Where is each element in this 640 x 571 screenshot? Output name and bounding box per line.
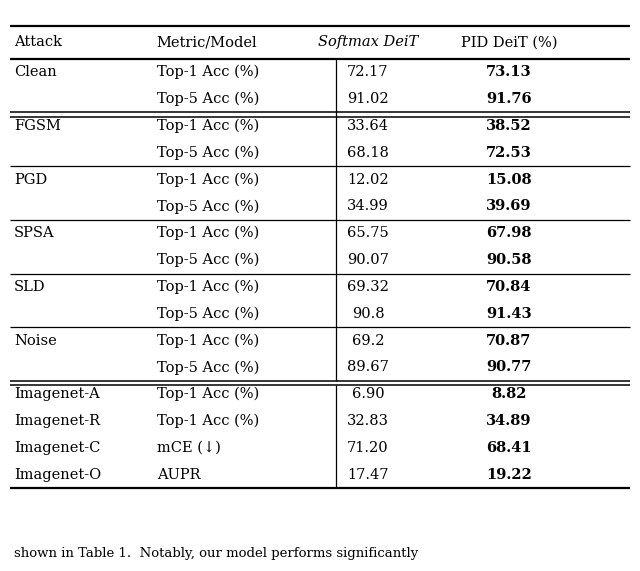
Text: 70.84: 70.84 [486, 280, 531, 294]
Text: 68.41: 68.41 [486, 441, 532, 455]
Text: Softmax DeiT: Softmax DeiT [318, 35, 418, 49]
Text: Metric/Model: Metric/Model [157, 35, 257, 49]
Text: 19.22: 19.22 [486, 468, 532, 482]
Text: Noise: Noise [14, 333, 57, 348]
Text: 91.02: 91.02 [347, 92, 389, 106]
Text: Imagenet-A: Imagenet-A [14, 387, 100, 401]
Text: Top-5 Acc (%): Top-5 Acc (%) [157, 307, 259, 321]
Text: 39.69: 39.69 [486, 199, 532, 214]
Text: 8.82: 8.82 [491, 387, 527, 401]
Text: 65.75: 65.75 [347, 226, 389, 240]
Text: Top-1 Acc (%): Top-1 Acc (%) [157, 119, 259, 133]
Text: 17.47: 17.47 [348, 468, 388, 482]
Text: 38.52: 38.52 [486, 119, 532, 133]
Text: FGSM: FGSM [14, 119, 61, 133]
Text: 34.89: 34.89 [486, 414, 532, 428]
Text: 12.02: 12.02 [347, 172, 389, 187]
Text: 73.13: 73.13 [486, 65, 532, 79]
Text: AUPR: AUPR [157, 468, 200, 482]
Text: Top-1 Acc (%): Top-1 Acc (%) [157, 333, 259, 348]
Text: Top-1 Acc (%): Top-1 Acc (%) [157, 65, 259, 79]
Text: Top-1 Acc (%): Top-1 Acc (%) [157, 414, 259, 428]
Text: Top-1 Acc (%): Top-1 Acc (%) [157, 226, 259, 240]
Text: Clean: Clean [14, 65, 57, 79]
Text: 71.20: 71.20 [347, 441, 389, 455]
Text: Top-1 Acc (%): Top-1 Acc (%) [157, 387, 259, 401]
Text: PGD: PGD [14, 172, 47, 187]
Text: 68.18: 68.18 [347, 146, 389, 160]
Text: 91.76: 91.76 [486, 92, 532, 106]
Text: 34.99: 34.99 [347, 199, 389, 214]
Text: 6.90: 6.90 [352, 387, 384, 401]
Text: SPSA: SPSA [14, 226, 54, 240]
Text: 90.58: 90.58 [486, 253, 532, 267]
Text: Top-1 Acc (%): Top-1 Acc (%) [157, 280, 259, 294]
Text: 72.17: 72.17 [348, 65, 388, 79]
Text: Top-5 Acc (%): Top-5 Acc (%) [157, 146, 259, 160]
Text: PID DeiT (%): PID DeiT (%) [461, 35, 557, 49]
Text: Attack: Attack [14, 35, 62, 49]
Text: Imagenet-O: Imagenet-O [14, 468, 101, 482]
Text: 67.98: 67.98 [486, 226, 532, 240]
Text: 69.2: 69.2 [352, 333, 384, 348]
Text: Top-5 Acc (%): Top-5 Acc (%) [157, 360, 259, 375]
Text: 15.08: 15.08 [486, 172, 532, 187]
Text: shown in Table 1.  Notably, our model performs significantly: shown in Table 1. Notably, our model per… [14, 548, 419, 560]
Text: 90.8: 90.8 [352, 307, 384, 321]
Text: Top-5 Acc (%): Top-5 Acc (%) [157, 253, 259, 267]
Text: 72.53: 72.53 [486, 146, 532, 160]
Text: 33.64: 33.64 [347, 119, 389, 133]
Text: Top-5 Acc (%): Top-5 Acc (%) [157, 92, 259, 106]
Text: SLD: SLD [14, 280, 45, 294]
Text: 90.77: 90.77 [486, 360, 531, 375]
Text: 89.67: 89.67 [347, 360, 389, 375]
Text: 91.43: 91.43 [486, 307, 532, 321]
Text: Top-5 Acc (%): Top-5 Acc (%) [157, 199, 259, 214]
Text: 69.32: 69.32 [347, 280, 389, 294]
Text: mCE (↓): mCE (↓) [157, 441, 221, 455]
Text: 70.87: 70.87 [486, 333, 531, 348]
Text: Top-1 Acc (%): Top-1 Acc (%) [157, 172, 259, 187]
Text: 90.07: 90.07 [347, 253, 389, 267]
Text: Imagenet-R: Imagenet-R [14, 414, 100, 428]
Text: 32.83: 32.83 [347, 414, 389, 428]
Text: Imagenet-C: Imagenet-C [14, 441, 100, 455]
